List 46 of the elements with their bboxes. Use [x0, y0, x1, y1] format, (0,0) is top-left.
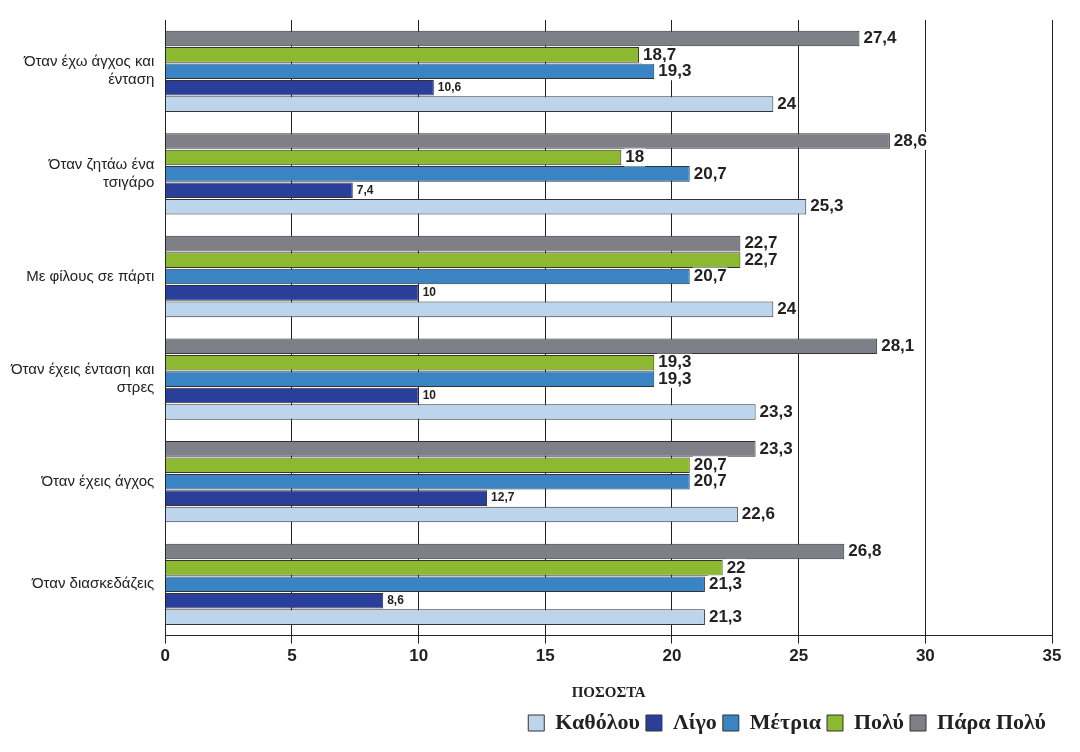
data-label: 23,3 [759, 438, 793, 458]
data-label: 20,7 [693, 454, 727, 474]
data-label: 24 [777, 93, 797, 113]
y-tick-label: Όταν έχεις ένταση και στρες [9, 360, 155, 396]
legend-label: Πάρα Πολύ [937, 708, 1046, 734]
data-label: 19,3 [658, 352, 692, 372]
legend-label: Καθόλου [555, 708, 640, 734]
data-label: 10 [422, 387, 437, 402]
data-label: 8,6 [387, 593, 405, 608]
data-label: 18,7 [643, 44, 677, 64]
data-label: 24 [777, 299, 797, 319]
data-label: 7,4 [356, 182, 374, 197]
data-label: 26,8 [848, 541, 882, 561]
x-tick-label: 15 [535, 646, 555, 666]
data-label: 22 [726, 557, 746, 577]
legend-label: Λίγο [672, 708, 717, 734]
data-label: 21,3 [708, 606, 743, 626]
data-label: 20,7 [693, 163, 727, 183]
x-tick-label: 10 [409, 646, 429, 666]
y-tick-label: Όταν έχεις άγχος [40, 471, 155, 489]
data-label: 18 [625, 147, 645, 167]
data-label: 28,6 [893, 130, 927, 150]
data-label: 12,7 [491, 490, 515, 505]
x-tick-label: 35 [1042, 646, 1062, 666]
x-tick-label: 20 [662, 646, 682, 666]
data-label: 10,6 [437, 80, 462, 95]
data-label: 23,3 [759, 401, 793, 421]
x-tick-label: 0 [160, 646, 171, 666]
x-tick-label: 5 [287, 646, 297, 666]
legend-label: Πολύ [854, 708, 905, 734]
legend-label: Μέτρια [749, 708, 822, 734]
y-tick-label: Όταν έχω άγχος και ένταση [22, 52, 155, 88]
data-label: 25,3 [810, 196, 844, 216]
data-label: 21,3 [708, 573, 743, 593]
x-tick-label: 25 [789, 646, 809, 666]
x-axis-title: ΠΟΣΟΣΤΑ [571, 683, 646, 700]
x-tick-label: 30 [915, 646, 935, 666]
y-tick-label: Όταν ζητάω ένα τσιγάρο [47, 155, 155, 191]
data-label: 22,6 [741, 504, 775, 524]
y-tick-label: Με φίλους σε πάρτι [26, 266, 155, 284]
data-label: 20,7 [693, 266, 727, 286]
data-label: 10 [422, 285, 437, 300]
data-label: 28,1 [881, 335, 915, 355]
data-label: 22,7 [744, 233, 778, 253]
y-tick-label: Όταν διασκεδάζεις [30, 574, 155, 592]
data-label: 27,4 [863, 28, 898, 48]
